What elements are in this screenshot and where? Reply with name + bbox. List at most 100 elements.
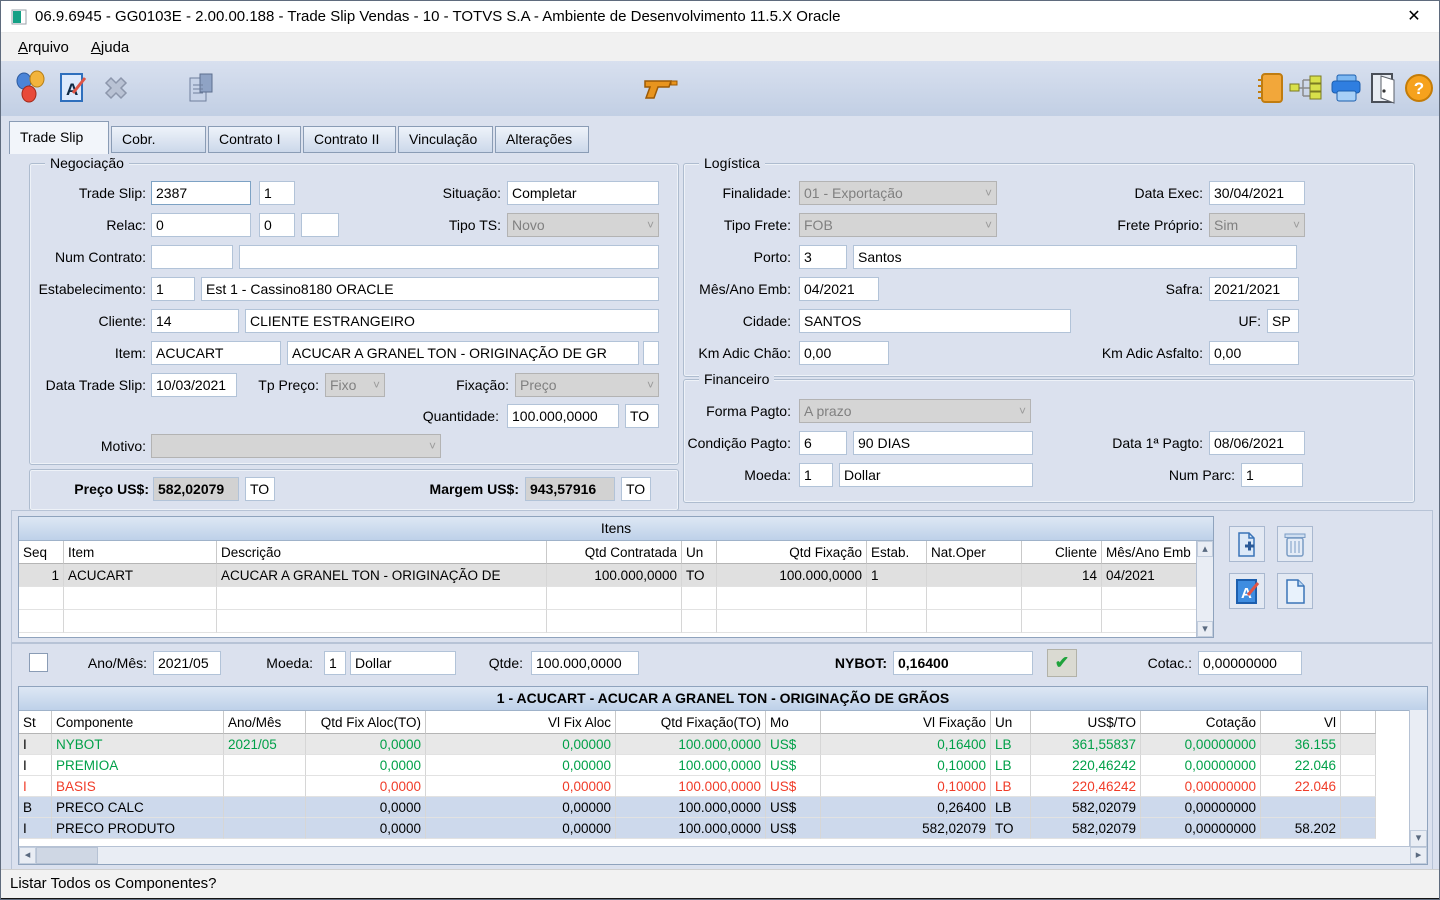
- scroll-up-icon[interactable]: ▴: [1197, 541, 1213, 557]
- column-header[interactable]: Vl Fixação: [821, 711, 991, 734]
- close-button[interactable]: ✕: [1401, 5, 1427, 29]
- uf-input[interactable]: SP: [1267, 309, 1299, 333]
- item-cod-input[interactable]: ACUCART: [151, 341, 281, 365]
- cliente-cod-input[interactable]: 14: [151, 309, 239, 333]
- tab-alteracoes[interactable]: Alterações: [495, 126, 589, 153]
- table-row[interactable]: INYBOT2021/050,00000,00000100.000,0000US…: [19, 734, 1427, 755]
- column-header[interactable]: Nat.Oper: [927, 541, 1022, 564]
- column-header[interactable]: Descrição: [217, 541, 547, 564]
- data-trade-slip-input[interactable]: 10/03/2021: [151, 373, 237, 397]
- table-row[interactable]: 1ACUCARTACUCAR A GRANEL TON - ORIGINAÇÃO…: [19, 564, 1213, 587]
- itens-vertical-scrollbar[interactable]: ▴ ▾: [1196, 541, 1213, 637]
- new-document-button[interactable]: [1277, 573, 1313, 609]
- fixacao-checkbox[interactable]: [29, 653, 48, 672]
- column-header[interactable]: Estab.: [867, 541, 927, 564]
- report-button[interactable]: [181, 68, 221, 108]
- column-header[interactable]: Qtd Fixação(TO): [616, 711, 766, 734]
- moeda-cod-input[interactable]: 1: [799, 463, 833, 487]
- menu-arquivo[interactable]: Arquivo: [7, 37, 80, 58]
- condicao-pagto-cod-input[interactable]: 6: [799, 431, 847, 455]
- column-header[interactable]: St: [19, 711, 52, 734]
- relac-input-3[interactable]: [301, 213, 339, 237]
- table-row[interactable]: IPRECO PRODUTO0,00000,00000100.000,0000U…: [19, 818, 1427, 839]
- scrollbar-thumb[interactable]: [36, 847, 98, 864]
- situacao-input[interactable]: Completar: [507, 181, 659, 205]
- tree-view-button[interactable]: [1286, 68, 1326, 108]
- fixacao-select[interactable]: Preço ˅: [515, 373, 659, 397]
- tp-preco-select[interactable]: Fixo ˅: [325, 373, 385, 397]
- cidade-input[interactable]: SANTOS: [799, 309, 1071, 333]
- trade-slip-input[interactable]: 2387: [151, 181, 251, 205]
- forma-pagto-select[interactable]: A prazo ˅: [799, 399, 1031, 423]
- column-header[interactable]: Cotação: [1141, 711, 1261, 734]
- data-primeira-pagto-input[interactable]: 08/06/2021: [1209, 431, 1305, 455]
- column-header[interactable]: Componente: [52, 711, 224, 734]
- column-header[interactable]: Mo: [766, 711, 821, 734]
- nybot-input[interactable]: 0,16400: [893, 651, 1033, 675]
- km-adic-chao-input[interactable]: 0,00: [799, 341, 889, 365]
- delete-item-button[interactable]: [1277, 526, 1313, 562]
- column-header[interactable]: Vl: [1261, 711, 1341, 734]
- column-header[interactable]: Item: [64, 541, 217, 564]
- tipo-ts-select[interactable]: Novo ˅: [507, 213, 659, 237]
- componentes-vertical-scrollbar[interactable]: ▾: [1409, 710, 1427, 847]
- add-item-button[interactable]: [1229, 526, 1265, 562]
- table-row-empty[interactable]: [19, 587, 1213, 610]
- notes-button[interactable]: [1250, 68, 1290, 108]
- trade-slip-seq-input[interactable]: 1: [259, 181, 295, 205]
- safra-input[interactable]: 2021/2021: [1209, 277, 1299, 301]
- tab-cobr[interactable]: Cobr.: [111, 126, 206, 153]
- frete-proprio-select[interactable]: Sim ˅: [1209, 213, 1305, 237]
- num-contrato-input-1[interactable]: [151, 245, 233, 269]
- mes-ano-emb-input[interactable]: 04/2021: [799, 277, 879, 301]
- scroll-left-icon[interactable]: ◂: [19, 847, 36, 864]
- column-header[interactable]: Qtd Fixação: [717, 541, 867, 564]
- componentes-horizontal-scrollbar[interactable]: ◂ ▸: [19, 846, 1427, 864]
- tipo-frete-select[interactable]: FOB ˅: [799, 213, 997, 237]
- item-extra-input[interactable]: [643, 341, 659, 365]
- data-exec-input[interactable]: 30/04/2021: [1209, 181, 1305, 205]
- column-header[interactable]: [1341, 711, 1376, 734]
- table-row[interactable]: IPREMIOA0,00000,00000100.000,0000US$0,10…: [19, 755, 1427, 776]
- column-header[interactable]: Qtd Contratada: [547, 541, 682, 564]
- table-row-empty[interactable]: [19, 610, 1213, 633]
- relac-input-2[interactable]: 0: [259, 213, 295, 237]
- tab-trade-slip[interactable]: Trade Slip: [9, 121, 109, 154]
- table-row[interactable]: IBASIS0,00000,00000100.000,0000US$0,1000…: [19, 776, 1427, 797]
- column-header[interactable]: Un: [682, 541, 717, 564]
- exit-button[interactable]: [1363, 68, 1403, 108]
- column-header[interactable]: Ano/Mês: [224, 711, 306, 734]
- cancel-button[interactable]: [96, 68, 136, 108]
- menu-ajuda[interactable]: Ajuda: [80, 37, 140, 58]
- edit-button[interactable]: A: [53, 68, 93, 108]
- relac-input-1[interactable]: 0: [151, 213, 251, 237]
- tab-contrato-ii[interactable]: Contrato II: [303, 126, 396, 153]
- column-header[interactable]: Cliente: [1022, 541, 1102, 564]
- column-header[interactable]: Vl Fix Aloc: [426, 711, 616, 734]
- quantidade-input[interactable]: 100.000,0000: [507, 404, 619, 428]
- confirm-button[interactable]: ✔: [1047, 649, 1077, 677]
- scroll-right-icon[interactable]: ▸: [1410, 847, 1427, 864]
- edit-item-button[interactable]: A: [1229, 573, 1265, 609]
- scroll-down-icon[interactable]: ▾: [1410, 830, 1427, 847]
- table-row[interactable]: BPRECO CALC0,00000,00000100.000,0000US$0…: [19, 797, 1427, 818]
- ano-mes-input[interactable]: 2021/05: [153, 651, 221, 675]
- km-adic-asfalto-input[interactable]: 0,00: [1209, 341, 1299, 365]
- num-contrato-input-2[interactable]: [239, 245, 659, 269]
- estabelecimento-cod-input[interactable]: 1: [151, 277, 195, 301]
- print-button[interactable]: [1326, 68, 1366, 108]
- column-header[interactable]: Seq: [19, 541, 64, 564]
- execute-button[interactable]: [641, 68, 681, 108]
- cotac-input[interactable]: 0,00000000: [1198, 651, 1302, 675]
- column-header[interactable]: Mês/Ano Emb: [1102, 541, 1197, 564]
- qtde-input[interactable]: 100.000,0000: [531, 651, 639, 675]
- column-header[interactable]: Un: [991, 711, 1031, 734]
- column-header[interactable]: Qtd Fix Aloc(TO): [306, 711, 426, 734]
- tab-vinculacao[interactable]: Vinculação: [398, 126, 493, 153]
- scroll-down-icon[interactable]: ▾: [1197, 621, 1213, 637]
- motivo-select[interactable]: ˅: [151, 434, 441, 458]
- num-parc-input[interactable]: 1: [1241, 463, 1303, 487]
- help-button[interactable]: ?: [1399, 68, 1439, 108]
- tab-contrato-i[interactable]: Contrato I: [208, 126, 301, 153]
- column-header[interactable]: US$/TO: [1031, 711, 1141, 734]
